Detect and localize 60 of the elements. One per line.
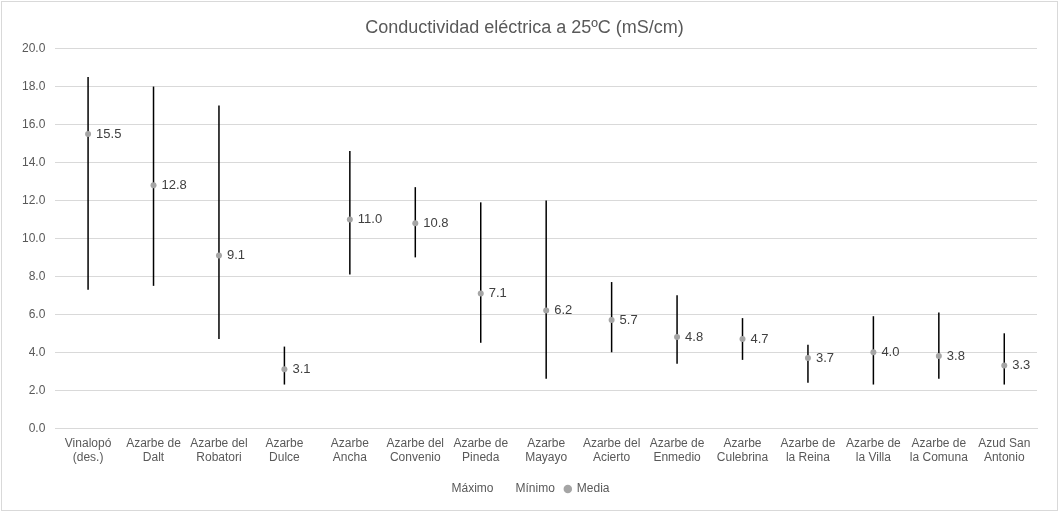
x-tick-label: Azarbe de Enmedio: [649, 435, 705, 465]
x-tick-label: Azarbe de la Reina: [780, 435, 836, 465]
x-tick-label: Azarbe del Convenio: [386, 435, 444, 465]
point: [935, 353, 942, 360]
point: [346, 216, 353, 223]
y-tick-label: 8.0: [28, 268, 46, 283]
point: [543, 307, 550, 314]
y-tick-label: 10.0: [22, 230, 46, 245]
data-label: 4.7: [750, 330, 769, 346]
data-label: 9.1: [226, 247, 246, 263]
chart-title: Conductividad eléctrica a 25ºC (mS/cm): [365, 16, 684, 37]
data-label: 6.2: [554, 302, 573, 318]
y-tick-label: 6.0: [28, 306, 46, 321]
point: [412, 220, 419, 227]
y-tick-label: 0.0: [28, 420, 46, 435]
point: [870, 349, 877, 356]
x-tick-label: Azarbe Culebrina: [716, 435, 769, 465]
x-tick-label: Azarbe Dulce: [265, 435, 304, 465]
y-tick-label: 14.0: [22, 154, 46, 169]
y-tick-label: 4.0: [28, 344, 46, 359]
data-label: 15.5: [96, 125, 122, 141]
y-tick-label: 16.0: [22, 116, 46, 131]
y-tick-label: 2.0: [28, 382, 46, 397]
point: [85, 131, 92, 138]
x-tick-label: Azarbe Ancha: [330, 435, 370, 465]
x-tick-label: Azarbe Mayayo: [525, 435, 568, 465]
legend-label: Media: [576, 481, 610, 496]
point: [150, 182, 157, 189]
x-tick-label: Vinalopó (des.): [64, 435, 112, 465]
point: [804, 354, 811, 361]
data-label: 3.3: [1012, 357, 1031, 373]
text: Máximo: [451, 481, 494, 496]
point: [674, 334, 681, 341]
x-tick-label: Azarbe de Dalt: [126, 435, 182, 465]
data-label: 4.8: [685, 328, 704, 344]
point: [281, 366, 288, 373]
y-tick-label: 18.0: [22, 78, 46, 93]
data-label: 12.8: [161, 176, 187, 192]
point: [1001, 362, 1008, 369]
data-label: 3.1: [292, 360, 311, 376]
y-tick-label: 20.0: [22, 40, 46, 55]
y-tick-label: 12.0: [22, 192, 46, 207]
text: Mínimo: [515, 481, 556, 496]
point: [739, 335, 746, 342]
x-tick-label: Azud San Antonio: [978, 435, 1031, 465]
data-label: 11.0: [357, 211, 383, 226]
point: [215, 252, 222, 259]
x-tick-label: Azarbe del Acierto: [582, 435, 641, 465]
x-tick-label: Azarbe de la Comuna: [909, 435, 969, 465]
x-tick-label: Azarbe de Pineda: [453, 435, 509, 465]
data-label: 7.1: [488, 285, 507, 301]
data-label: 3.7: [815, 349, 835, 365]
point: [608, 317, 615, 324]
point: [477, 290, 484, 297]
data-label: 10.8: [423, 214, 449, 230]
data-label: 5.7: [619, 311, 638, 327]
data-label: 4.0: [881, 343, 900, 359]
x-tick-label: Azarbe del Robatori: [190, 435, 248, 465]
x-tick-label: Azarbe de la Villa: [846, 435, 902, 465]
data-label: 3.8: [946, 347, 965, 363]
